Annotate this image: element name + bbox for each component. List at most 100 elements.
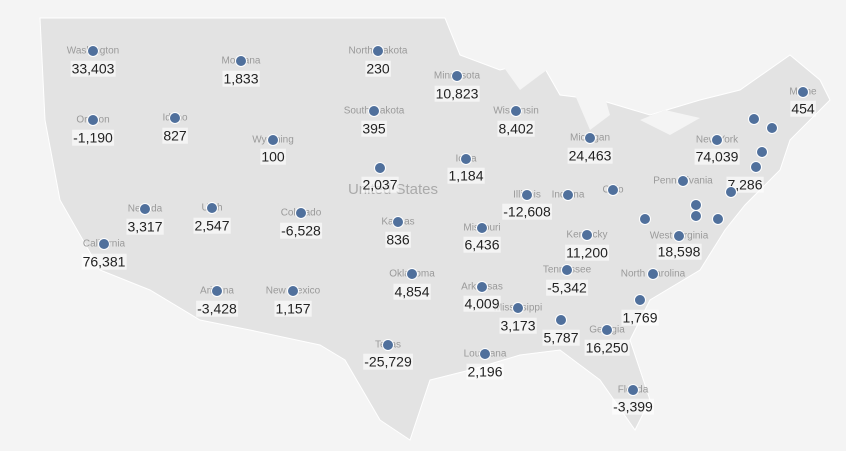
label-background — [542, 329, 580, 346]
label-background — [363, 353, 413, 370]
value-label: 16,250 — [586, 340, 629, 356]
label-background — [463, 236, 501, 253]
label-background — [222, 70, 260, 87]
point — [607, 184, 619, 196]
point — [374, 162, 386, 174]
label-background — [466, 363, 504, 380]
point — [601, 324, 613, 336]
point — [711, 134, 723, 146]
value-label: 836 — [386, 232, 410, 248]
value-label: 7,286 — [727, 177, 762, 193]
label-background — [70, 60, 116, 77]
point — [561, 264, 573, 276]
value-label: 1,769 — [622, 310, 657, 326]
point — [725, 186, 737, 198]
point — [451, 70, 463, 82]
value-label: 1,833 — [223, 71, 258, 87]
label-background — [612, 398, 655, 415]
value-label: -25,729 — [364, 354, 412, 370]
point — [766, 122, 778, 134]
point — [797, 86, 809, 98]
value-label: 827 — [163, 128, 187, 144]
point — [406, 268, 418, 280]
value-label: 74,039 — [696, 149, 739, 165]
point — [368, 105, 380, 117]
point — [267, 134, 279, 146]
point — [634, 294, 646, 306]
point — [206, 202, 218, 214]
point — [460, 153, 472, 165]
point — [476, 281, 488, 293]
value-label: 18,598 — [658, 244, 701, 260]
label-background — [126, 218, 164, 235]
label-background — [499, 317, 537, 334]
value-label: -5,342 — [547, 280, 587, 296]
point — [750, 161, 762, 173]
point — [555, 314, 567, 326]
value-label: 1,184 — [448, 168, 483, 184]
value-label: -6,528 — [281, 223, 321, 239]
point — [382, 339, 394, 351]
label-background — [502, 203, 552, 220]
value-label: 3,317 — [127, 219, 162, 235]
value-label: 6,436 — [464, 237, 499, 253]
label-background — [434, 85, 480, 102]
point — [627, 384, 639, 396]
point — [479, 348, 491, 360]
value-label: 4,854 — [394, 284, 429, 300]
point — [87, 114, 99, 126]
label-background — [72, 129, 115, 146]
label-background — [546, 279, 589, 296]
point — [690, 199, 702, 211]
point — [169, 112, 181, 124]
point — [690, 210, 702, 222]
point — [287, 285, 299, 297]
value-label: 2,037 — [362, 177, 397, 193]
label-background — [81, 253, 127, 270]
value-label: 8,402 — [498, 121, 533, 137]
point — [639, 213, 651, 225]
point — [647, 268, 659, 280]
label-background — [361, 120, 387, 137]
value-label: 2,547 — [194, 218, 229, 234]
label-background — [463, 295, 501, 312]
label-background — [280, 222, 323, 239]
point — [673, 230, 685, 242]
value-label: 100 — [261, 149, 285, 165]
label-background — [385, 231, 411, 248]
value-label: 230 — [366, 61, 390, 77]
point — [581, 229, 593, 241]
label-background — [497, 120, 535, 137]
point — [756, 146, 768, 158]
label-background — [274, 300, 312, 317]
value-label: 11,200 — [566, 245, 608, 261]
lake — [500, 40, 700, 135]
point — [476, 222, 488, 234]
point — [98, 238, 110, 250]
value-label: -3,428 — [197, 301, 237, 317]
label-background — [260, 148, 286, 165]
label-background — [162, 127, 188, 144]
value-label: -12,608 — [503, 204, 551, 220]
label-background — [656, 243, 702, 260]
label-background — [790, 100, 816, 117]
value-label: 5,787 — [543, 330, 578, 346]
value-label: -1,190 — [73, 130, 113, 146]
value-label: 10,823 — [436, 86, 479, 102]
point — [87, 45, 99, 57]
point — [712, 213, 724, 225]
label-background — [567, 147, 613, 164]
point — [562, 189, 574, 201]
value-label: 2,196 — [467, 364, 502, 380]
point — [510, 105, 522, 117]
point — [139, 203, 151, 215]
point — [584, 132, 596, 144]
point — [677, 175, 689, 187]
label-background — [621, 309, 659, 326]
value-label: -3,399 — [613, 399, 653, 415]
label-background — [361, 176, 399, 193]
value-label: 1,157 — [275, 301, 310, 317]
value-label: 395 — [362, 121, 386, 137]
point — [512, 302, 524, 314]
label-background — [393, 283, 431, 300]
